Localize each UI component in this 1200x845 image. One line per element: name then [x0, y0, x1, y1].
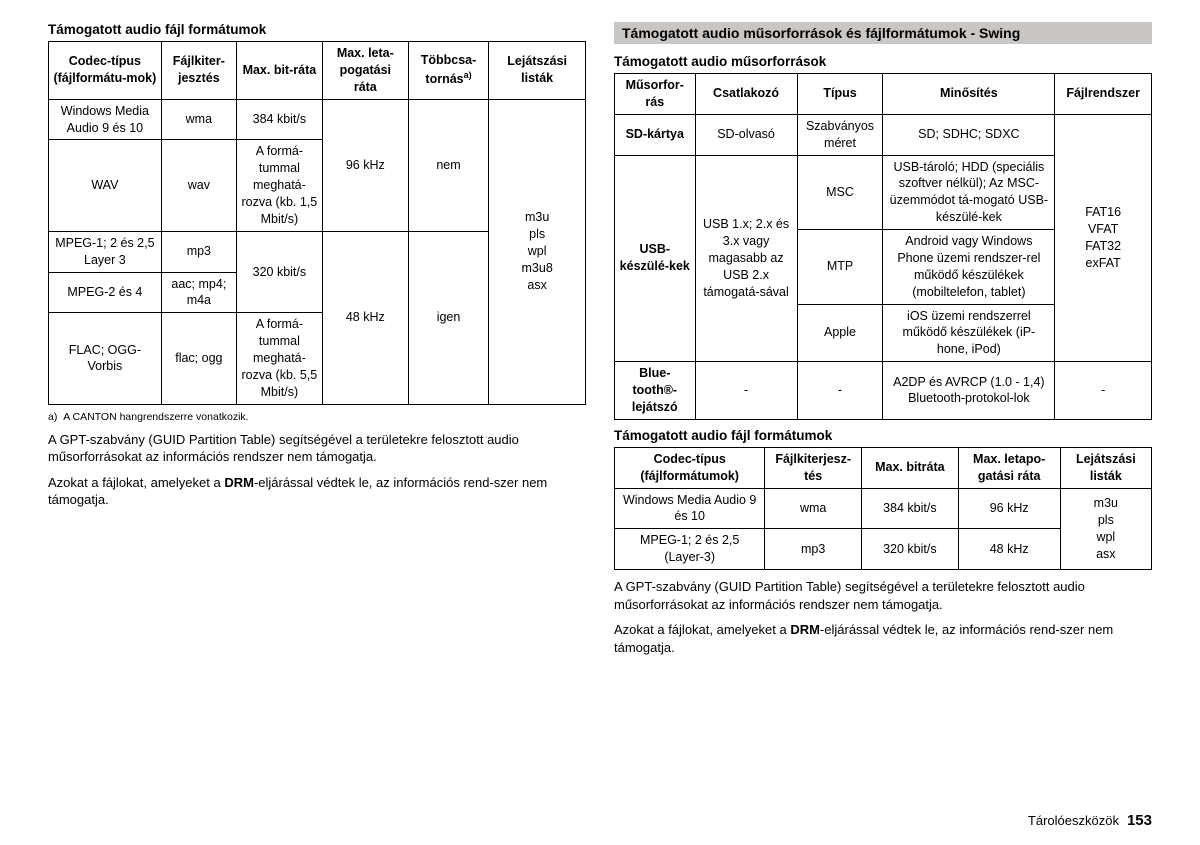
cell: A2DP és AVRCP (1.0 - 1,4) Bluetooth-prot…	[883, 362, 1055, 420]
th: Műsorfor-rás	[615, 74, 696, 115]
th: Max. bit-ráta	[236, 42, 322, 100]
th: Fájlkiter-jesztés	[161, 42, 236, 100]
cell: 384 kbit/s	[862, 488, 959, 529]
cell: 320 kbit/s	[236, 231, 322, 313]
formats-title-2: Támogatott audio fájl formátumok	[614, 428, 1152, 443]
footnote: a) A CANTON hangrendszerre vonatkozik.	[48, 411, 586, 423]
audio-formats-table-1: Codec-típus (fájlformátu-mok) Fájlkiter-…	[48, 41, 586, 405]
cell: Windows Media Audio 9 és 10	[49, 99, 162, 140]
cell: FLAC; OGG-Vorbis	[49, 313, 162, 404]
cell: A formá-tummal meghatá-rozva (kb. 1,5 Mb…	[236, 140, 322, 231]
th: Csatlakozó	[695, 74, 797, 115]
page-footer: Tárolóeszközök153	[1028, 812, 1152, 829]
cell: wav	[161, 140, 236, 231]
left-title: Támogatott audio fájl formátumok	[48, 22, 586, 37]
th: Fájlrendszer	[1055, 74, 1152, 115]
cell: wma	[765, 488, 862, 529]
cell: mp3	[161, 231, 236, 272]
cell: iOS üzemi rendszerrel működő készülékek …	[883, 304, 1055, 362]
cell: MPEG-1; 2 és 2,5 Layer 3	[49, 231, 162, 272]
cell: -	[695, 362, 797, 420]
cell: USB-készülé-kek	[615, 155, 696, 362]
cell: 384 kbit/s	[236, 99, 322, 140]
cell: -	[1055, 362, 1152, 420]
cell: MSC	[797, 155, 883, 230]
th: Többcsa-tornása)	[408, 42, 489, 100]
cell: MPEG-2 és 4	[49, 272, 162, 313]
th: Max. bitráta	[862, 447, 959, 488]
cell: Szabványos méret	[797, 114, 883, 155]
th: Max. leta-pogatási ráta	[322, 42, 408, 100]
th: Max. letapo-gatási ráta	[958, 447, 1060, 488]
th: Minősítés	[883, 74, 1055, 115]
cell: SD-kártya	[615, 114, 696, 155]
cell: SD; SDHC; SDXC	[883, 114, 1055, 155]
cell: Blue-tooth®-lejátszó	[615, 362, 696, 420]
paragraph: A GPT-szabvány (GUID Partition Table) se…	[614, 578, 1152, 613]
cell: aac; mp4; m4a	[161, 272, 236, 313]
cell: MTP	[797, 230, 883, 305]
cell: -	[797, 362, 883, 420]
cell: nem	[408, 99, 489, 231]
th: Codec-típus (fájlformátumok)	[615, 447, 765, 488]
cell: A formá-tummal meghatá-rozva (kb. 5,5 Mb…	[236, 313, 322, 404]
cell: m3u pls wpl m3u8 asx	[489, 99, 586, 404]
cell: 320 kbit/s	[862, 529, 959, 570]
paragraph: Azokat a fájlokat, amelyeket a DRM-eljár…	[48, 474, 586, 509]
left-column: Támogatott audio fájl formátumok Codec-t…	[48, 22, 586, 827]
cell: Windows Media Audio 9 és 10	[615, 488, 765, 529]
cell: SD-olvasó	[695, 114, 797, 155]
cell: wma	[161, 99, 236, 140]
cell: 96 kHz	[958, 488, 1060, 529]
cell: MPEG-1; 2 és 2,5 (Layer-3)	[615, 529, 765, 570]
cell: 48 kHz	[958, 529, 1060, 570]
audio-sources-table: Műsorfor-rás Csatlakozó Típus Minősítés …	[614, 73, 1152, 420]
sources-title: Támogatott audio műsorforrások	[614, 54, 1152, 69]
th: Lejátszási listák	[1060, 447, 1151, 488]
th: Típus	[797, 74, 883, 115]
th: Fájlkiterjesz-tés	[765, 447, 862, 488]
cell: mp3	[765, 529, 862, 570]
paragraph: Azokat a fájlokat, amelyeket a DRM-eljár…	[614, 621, 1152, 656]
cell: Apple	[797, 304, 883, 362]
cell: USB-tároló; HDD (speciális szoftver nélk…	[883, 155, 1055, 230]
right-column: Támogatott audio műsorforrások és fájlfo…	[614, 22, 1152, 827]
cell: m3u pls wpl asx	[1060, 488, 1151, 570]
paragraph: A GPT-szabvány (GUID Partition Table) se…	[48, 431, 586, 466]
cell: 96 kHz	[322, 99, 408, 231]
cell: 48 kHz	[322, 231, 408, 404]
cell: igen	[408, 231, 489, 404]
section-heading: Támogatott audio műsorforrások és fájlfo…	[614, 22, 1152, 44]
audio-formats-table-2: Codec-típus (fájlformátumok) Fájlkiterje…	[614, 447, 1152, 570]
cell: flac; ogg	[161, 313, 236, 404]
th: Lejátszási listák	[489, 42, 586, 100]
cell: FAT16 VFAT FAT32 exFAT	[1055, 114, 1152, 361]
cell: WAV	[49, 140, 162, 231]
cell: Android vagy Windows Phone üzemi rendsze…	[883, 230, 1055, 305]
th: Codec-típus (fájlformátu-mok)	[49, 42, 162, 100]
cell: USB 1.x; 2.x és 3.x vagy magasabb az USB…	[695, 155, 797, 362]
